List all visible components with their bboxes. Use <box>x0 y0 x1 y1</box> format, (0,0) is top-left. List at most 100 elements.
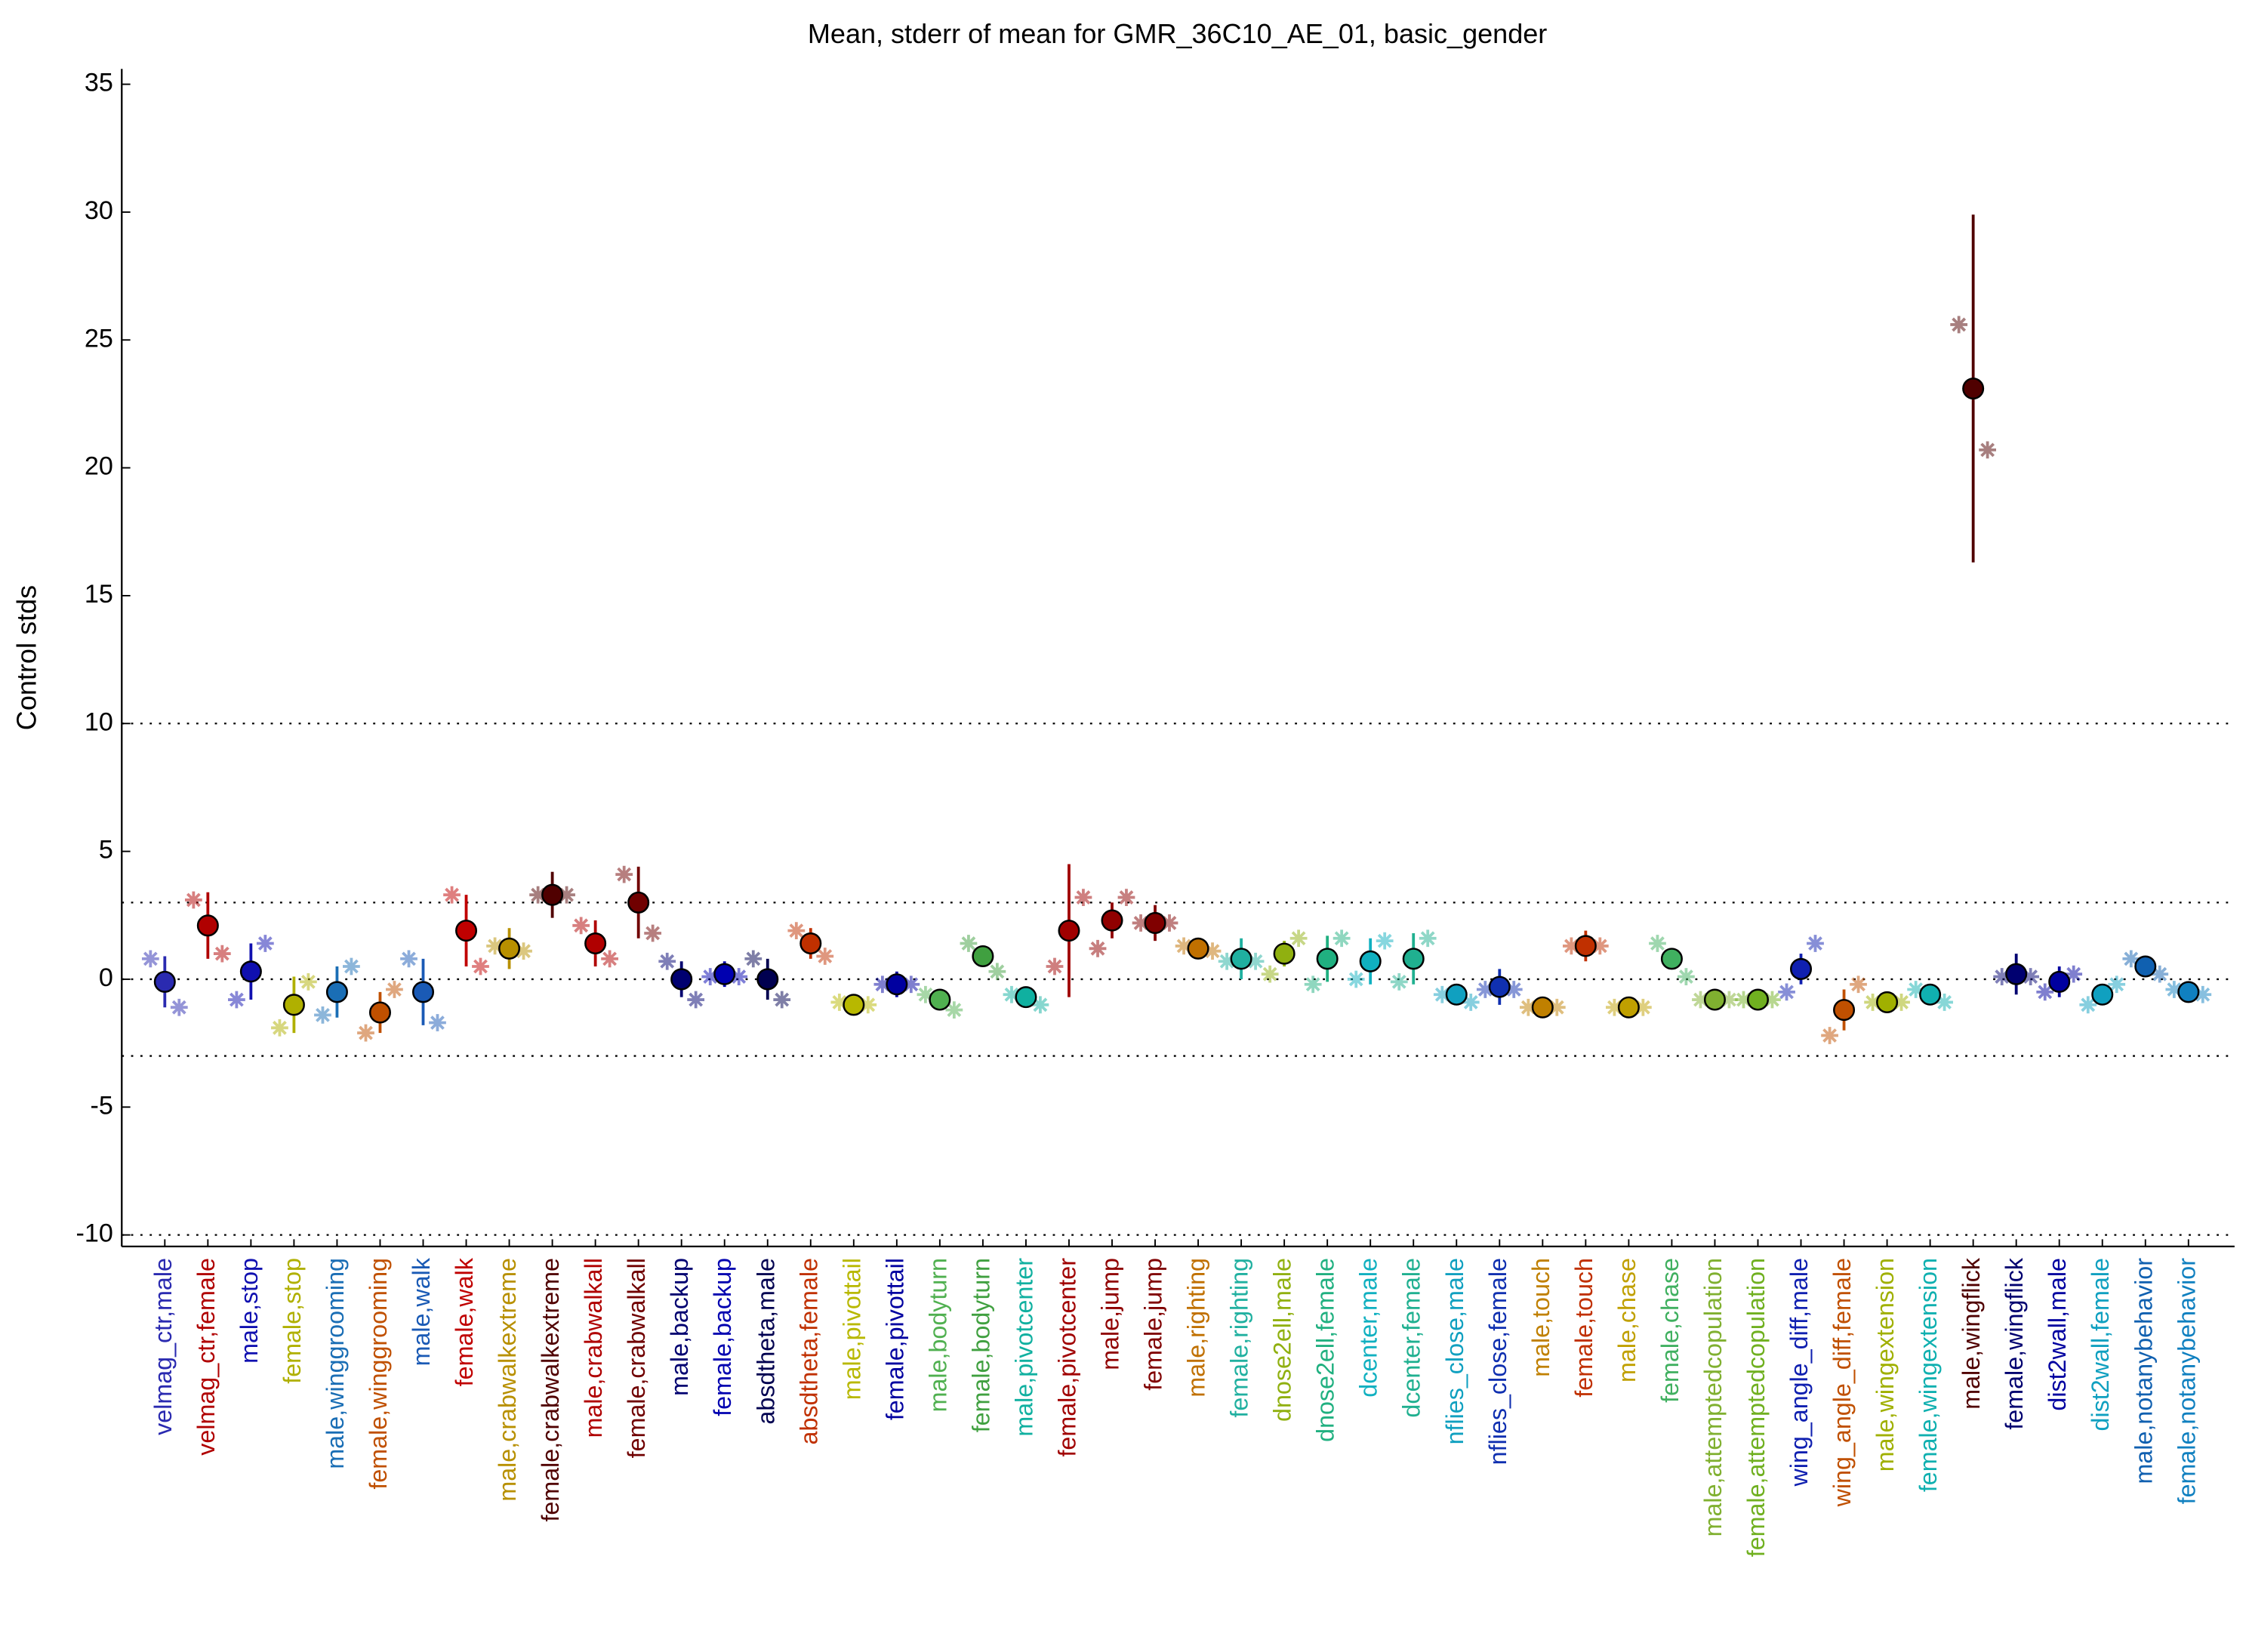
set-star <box>299 972 317 991</box>
set-star <box>1476 981 1494 998</box>
set-star <box>1333 929 1351 948</box>
set-star <box>1979 441 1996 459</box>
y-tick-label: 0 <box>99 963 113 992</box>
set-star <box>558 886 575 904</box>
mean-marker <box>584 932 607 955</box>
x-tick-label: female,stop <box>279 1258 306 1384</box>
set-star <box>529 886 547 904</box>
mean-marker <box>713 963 736 985</box>
mean-marker <box>1833 999 1856 1022</box>
set-star <box>1606 998 1623 1016</box>
set-star <box>816 948 834 965</box>
set-star <box>443 886 461 904</box>
y-tick-label: 25 <box>85 324 113 353</box>
set-star <box>2194 985 2212 1003</box>
x-tick-label: female,crabwalkextreme <box>537 1258 564 1522</box>
set-star <box>2151 965 2169 983</box>
x-tick-label: male,crabwalkall <box>580 1258 607 1438</box>
x-tick-label: velmag_ctr,female <box>193 1258 220 1456</box>
x-tick-label: female,bodyturn <box>967 1258 994 1432</box>
chart-title: Mean, stderr of mean for GMR_36C10_AE_01… <box>808 18 1547 49</box>
mean-marker <box>1445 983 1468 1006</box>
set-star <box>1692 991 1709 1009</box>
mean-marker <box>1273 942 1296 965</box>
set-star <box>213 945 231 963</box>
mean-marker <box>2091 983 2114 1006</box>
set-star <box>400 950 417 968</box>
x-tick-label: female,walk <box>451 1257 478 1386</box>
set-star <box>1634 998 1652 1016</box>
set-star <box>1591 937 1609 955</box>
set-star <box>1203 942 1222 960</box>
set-star <box>271 1019 288 1037</box>
mean-marker <box>153 970 176 993</box>
x-tick-label: nflies_close,female <box>1484 1258 1511 1465</box>
set-star <box>1246 952 1265 970</box>
x-tick-label: male,walk <box>408 1257 435 1366</box>
set-star <box>787 922 806 939</box>
mean-marker <box>627 891 650 914</box>
x-tick-label: female,wingflick <box>2001 1257 2028 1429</box>
mean-marker <box>1919 983 1942 1006</box>
x-tick-label: male,notanybehavior <box>2130 1258 2157 1484</box>
x-tick-label: absdtheta,female <box>795 1258 822 1444</box>
x-tick-label: nflies_close,male <box>1441 1258 1468 1444</box>
mean-marker <box>1144 911 1166 934</box>
y-tick-label: 10 <box>85 707 113 736</box>
x-tick-label: male,jump <box>1097 1258 1124 1370</box>
mean-marker <box>541 883 564 906</box>
x-tick-label: female,backup <box>709 1258 736 1416</box>
set-star <box>1117 889 1135 906</box>
set-star <box>1046 957 1064 975</box>
x-tick-label: male,wingflick <box>1958 1257 1985 1410</box>
set-star <box>917 985 935 1003</box>
mean-marker <box>1746 988 1769 1011</box>
set-star <box>1548 998 1566 1016</box>
x-tick-label: dcenter,male <box>1355 1258 1382 1398</box>
mean-marker <box>1876 991 1899 1013</box>
set-star <box>1462 994 1480 1011</box>
set-star <box>1089 939 1107 957</box>
mean-marker <box>1230 948 1252 970</box>
mean-marker <box>756 968 779 991</box>
x-tick-label: male,chase <box>1613 1258 1641 1382</box>
mean-marker <box>670 968 693 991</box>
y-tick-label: 15 <box>85 580 113 609</box>
set-star <box>572 917 590 935</box>
x-tick-label: female,crabwalkall <box>623 1258 650 1458</box>
mean-marker <box>498 937 521 960</box>
set-star <box>1433 985 1451 1003</box>
mean-marker <box>1703 988 1726 1011</box>
x-tick-label: dist2wall,male <box>2044 1258 2071 1411</box>
set-star <box>1850 975 1867 994</box>
set-star <box>859 996 877 1014</box>
set-star <box>1160 914 1178 932</box>
y-tick-label: 20 <box>85 452 113 481</box>
set-star <box>357 1024 374 1042</box>
x-tick-label: male,attemptedcopulation <box>1699 1258 1727 1536</box>
mean-marker <box>1359 950 1382 972</box>
set-star <box>1649 935 1666 952</box>
set-star <box>744 950 763 968</box>
set-star <box>773 991 791 1009</box>
set-star <box>429 1014 446 1031</box>
mean-marker <box>282 994 305 1016</box>
x-tick-label: male,touch <box>1527 1258 1554 1377</box>
set-star <box>1519 998 1537 1016</box>
mean-marker <box>1789 957 1813 980</box>
set-star <box>1721 991 1738 1009</box>
set-star <box>830 994 849 1011</box>
x-tick-label: velmag_ctr,male <box>149 1258 177 1435</box>
set-star <box>2165 981 2183 998</box>
x-tick-label: male,backup <box>666 1258 693 1396</box>
set-star <box>960 935 978 952</box>
set-star <box>1003 985 1021 1003</box>
mean-marker <box>368 1001 391 1024</box>
x-tick-label: female,jump <box>1140 1258 1167 1391</box>
x-tick-label: wing_angle_diff,male <box>1785 1258 1813 1487</box>
mean-marker <box>1015 986 1037 1009</box>
x-tick-label: dnose2ell,female <box>1312 1258 1339 1442</box>
x-tick-label: absdtheta,male <box>752 1258 779 1425</box>
set-star <box>1993 968 2011 985</box>
